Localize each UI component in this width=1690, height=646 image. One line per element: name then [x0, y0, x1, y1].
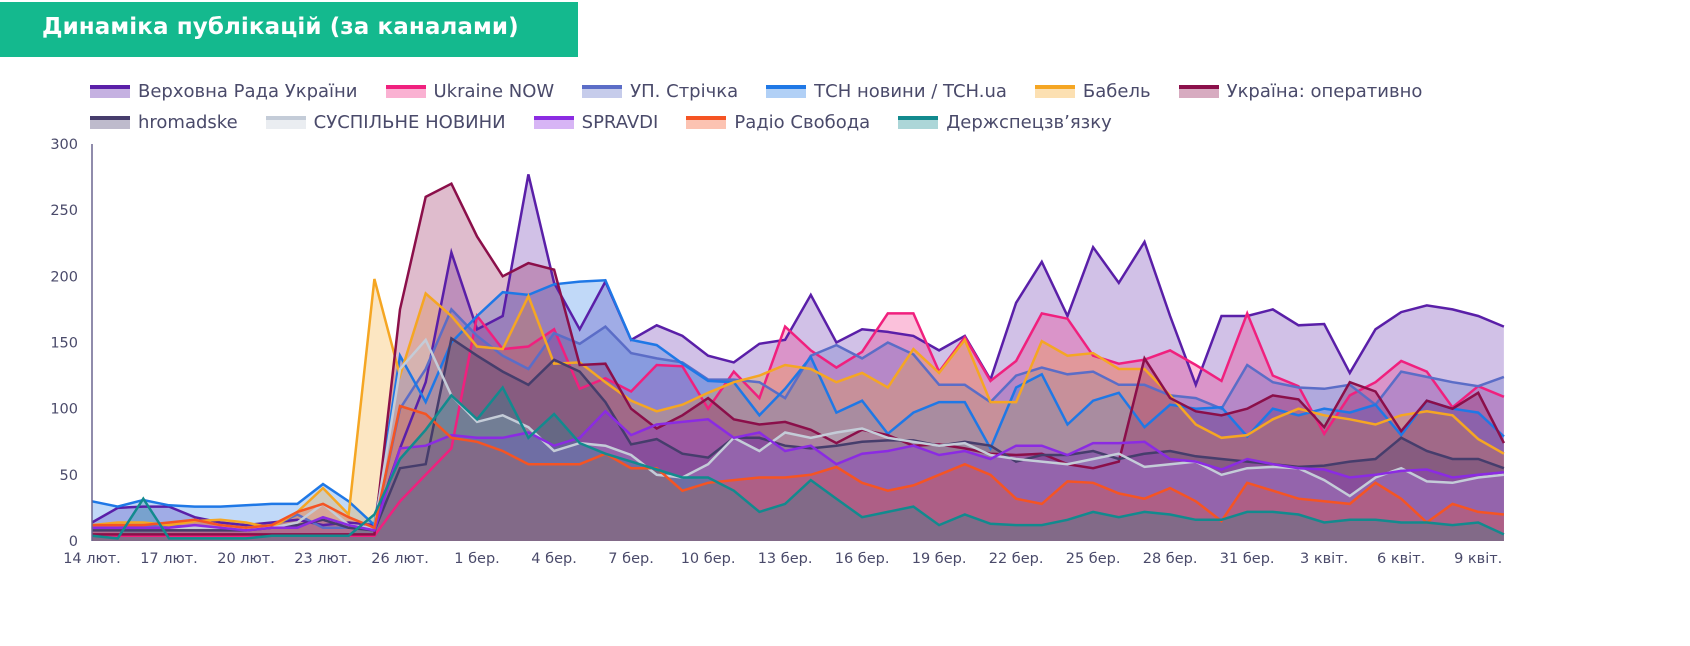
- x-tick-label: 31 бер.: [1220, 551, 1275, 567]
- x-tick-label: 1 бер.: [454, 551, 500, 567]
- legend-item[interactable]: Україна: оперативно: [1178, 81, 1423, 102]
- x-tick-label: 7 бер.: [608, 551, 654, 567]
- legend-label: Ukraine NOW: [433, 81, 555, 102]
- x-tick-label: 10 бер.: [681, 551, 736, 567]
- legend-swatch-icon: [1178, 85, 1219, 98]
- legend-row: Верховна Рада України Ukraine NOW УП. Стрі…: [90, 76, 1650, 107]
- series-area-0: [92, 174, 1504, 541]
- y-tick-label: 50: [60, 468, 78, 484]
- x-tick-label: 25 бер.: [1066, 551, 1121, 567]
- legend-label: СУСПІЛЬНЕ НОВИНИ: [313, 112, 506, 133]
- chart-legend: Верховна Рада України Ukraine NOW УП. Стрі…: [90, 76, 1650, 138]
- legend-swatch-icon: [385, 85, 426, 98]
- x-tick-label: 22 бер.: [989, 551, 1044, 567]
- legend-swatch-icon: [533, 116, 574, 129]
- legend-item[interactable]: SPRAVDI: [533, 112, 659, 133]
- y-tick-label: 150: [50, 336, 78, 352]
- series-line-3[interactable]: [91, 279, 1505, 528]
- page-title: Динаміка публікацій (за каналами): [42, 14, 519, 40]
- x-tick-label: 14 лют.: [63, 551, 121, 567]
- series-area-6: [92, 338, 1504, 541]
- x-tick-label: 9 квіт.: [1454, 551, 1502, 567]
- series-area-4: [92, 279, 1504, 541]
- legend-item[interactable]: ТСН новини / TCH.ua: [766, 81, 1007, 102]
- series-lines: [91, 174, 1506, 540]
- legend-item[interactable]: Верховна Рада України: [90, 81, 358, 102]
- legend-label: Радіо Свобода: [734, 112, 871, 133]
- legend-swatch-icon: [90, 85, 130, 98]
- legend-label: SPRAVDI: [581, 112, 659, 133]
- series-line-8[interactable]: [92, 409, 1505, 532]
- series-area-5: [92, 183, 1504, 541]
- x-axis-ticks: 14 лют. 17 лют. 20 лют. 23 лют. 26 лют. 1 бер…: [63, 551, 1502, 567]
- x-tick-label: 13 бер.: [758, 551, 813, 567]
- legend-swatch-icon: [686, 116, 727, 129]
- legend-swatch-icon: [898, 116, 939, 129]
- x-tick-label: 19 бер.: [912, 551, 967, 567]
- series-line-10[interactable]: [91, 385, 1505, 540]
- series-line-2[interactable]: [92, 307, 1505, 530]
- series-line-9[interactable]: [92, 404, 1505, 530]
- legend-swatch-icon: [1034, 85, 1075, 98]
- legend-label: Верховна Рада України: [138, 81, 358, 102]
- x-tick-label: 6 квіт.: [1377, 551, 1425, 567]
- legend-swatch-icon: [582, 85, 623, 98]
- x-tick-label: 28 бер.: [1143, 551, 1198, 567]
- series-area-10: [92, 387, 1504, 541]
- series-line-0[interactable]: [91, 174, 1505, 527]
- y-tick-label: 0: [69, 534, 78, 550]
- x-tick-label: 20 лют.: [217, 551, 275, 567]
- legend-item[interactable]: Ukraine NOW: [385, 81, 555, 102]
- legend-label: УП. Стрічка: [630, 81, 739, 102]
- series-line-4[interactable]: [91, 278, 1505, 530]
- legend-label: ТСН новини / TCH.ua: [814, 81, 1007, 102]
- legend-label: Бабель: [1082, 81, 1151, 102]
- series-line-5[interactable]: [92, 182, 1506, 536]
- y-tick-label: 200: [50, 269, 78, 285]
- series-areas: [92, 174, 1504, 541]
- series-area-9: [92, 406, 1504, 541]
- y-tick-label: 250: [50, 203, 78, 219]
- y-axis-ticks: 0 50 100 150 200 250 300: [50, 137, 78, 550]
- legend-label: hromadske: [138, 112, 238, 133]
- x-tick-label: 17 лют.: [140, 551, 198, 567]
- legend-swatch-icon: [766, 85, 807, 98]
- title-banner: Динаміка публікацій (за каналами): [0, 2, 578, 57]
- legend-item[interactable]: СУСПІЛЬНЕ НОВИНИ: [265, 112, 506, 133]
- legend-item[interactable]: Радіо Свобода: [686, 112, 870, 133]
- series-area-3: [92, 280, 1504, 541]
- legend-label: Держспецзв’язку: [946, 112, 1112, 133]
- x-tick-label: 26 лют.: [371, 551, 429, 567]
- legend-row: hromadske СУСПІЛЬНЕ НОВИНИ SPRAVDI Радіо Св…: [90, 107, 1650, 138]
- legend-swatch-icon: [265, 116, 306, 129]
- y-tick-label: 300: [50, 137, 78, 153]
- legend-item[interactable]: УП. Стрічка: [582, 81, 738, 102]
- legend-item[interactable]: Бабель: [1034, 81, 1151, 102]
- legend-item[interactable]: Держспецзв’язку: [898, 112, 1112, 133]
- y-tick-label: 100: [50, 402, 78, 418]
- x-tick-label: 3 квіт.: [1300, 551, 1348, 567]
- x-tick-label: 16 бер.: [835, 551, 890, 567]
- legend-item[interactable]: hromadske: [90, 112, 238, 133]
- series-area-7: [92, 339, 1504, 541]
- legend-label: Україна: оперативно: [1226, 81, 1423, 102]
- x-tick-label: 23 лют.: [294, 551, 352, 567]
- legend-swatch-icon: [90, 116, 130, 129]
- x-tick-label: 4 бер.: [531, 551, 577, 567]
